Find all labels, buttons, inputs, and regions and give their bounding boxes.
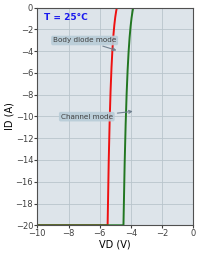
Text: Body diode mode: Body diode mode	[53, 38, 116, 51]
Y-axis label: ID (A): ID (A)	[4, 103, 14, 130]
Text: T = 25°C: T = 25°C	[44, 13, 87, 22]
Text: Channel mode: Channel mode	[61, 110, 132, 120]
X-axis label: VD (V): VD (V)	[99, 240, 131, 250]
